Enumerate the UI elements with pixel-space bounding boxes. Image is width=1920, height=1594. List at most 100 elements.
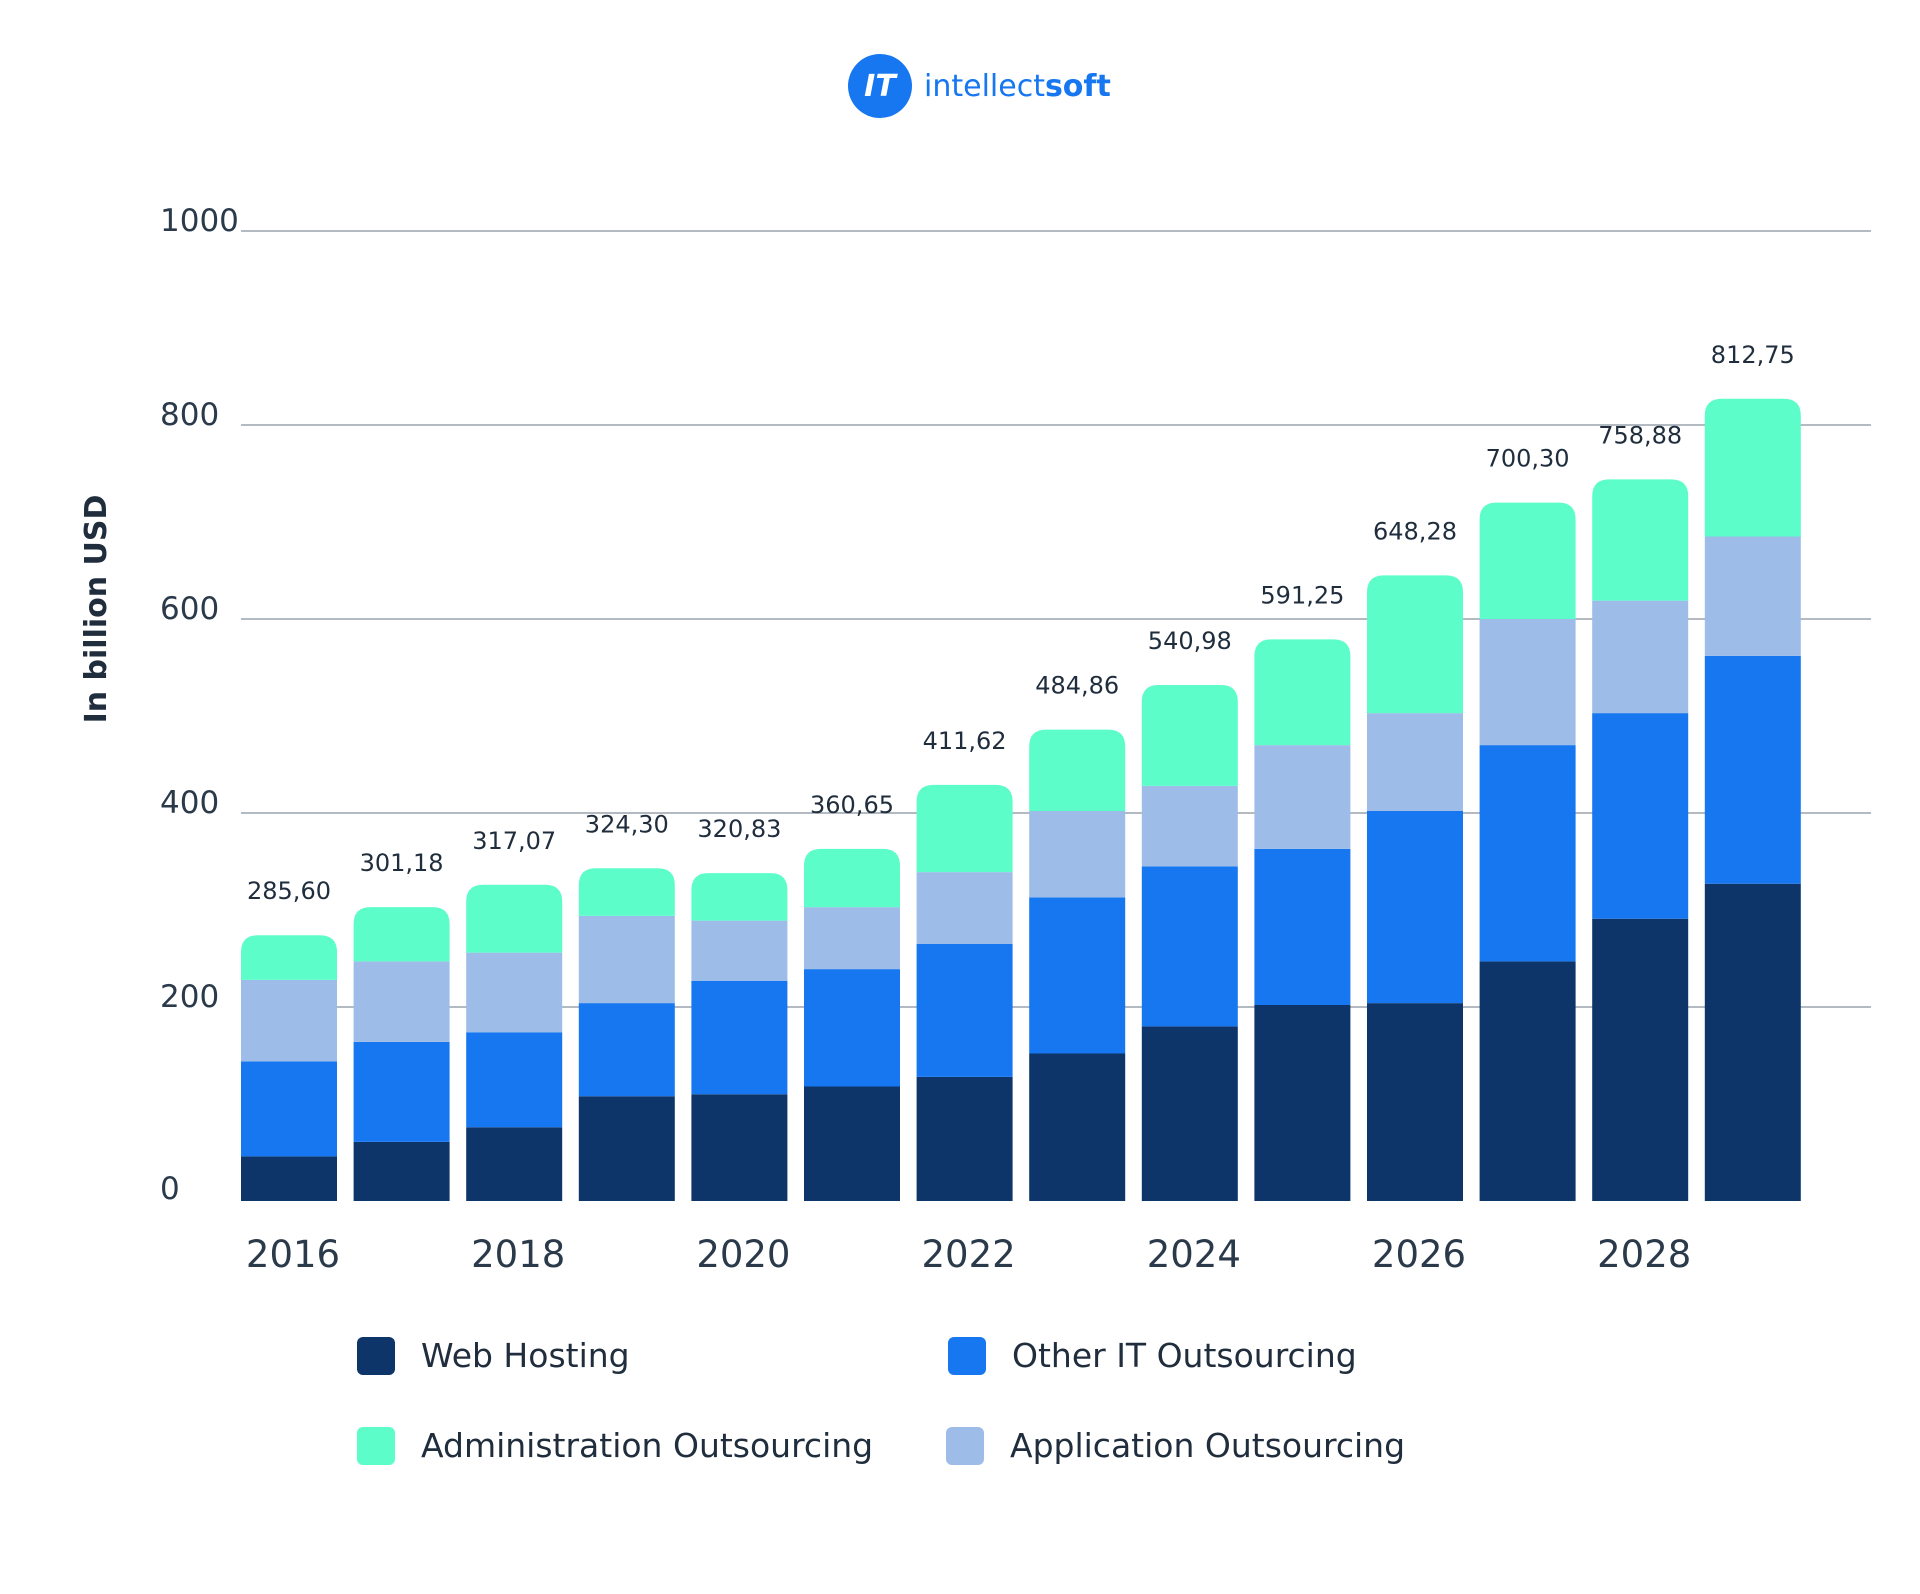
legend-swatch — [357, 1336, 395, 1375]
bar-segment-other-2016 — [241, 1061, 337, 1157]
bar-segment-app-2020 — [691, 920, 788, 981]
x-tick-label: 2024 — [1147, 1233, 1241, 1276]
legend-item-other-it-outsourcing: Other IT Outsourcing — [948, 1336, 1357, 1375]
total-label-2027: 700,30 — [1486, 445, 1570, 473]
bar-segment-other-2020 — [691, 980, 788, 1095]
bar-segment-app-2016 — [241, 979, 337, 1062]
bar-segment-app-2023 — [1029, 811, 1126, 898]
bar-segment-app-2026 — [1367, 713, 1463, 812]
x-tick-label: 2026 — [1372, 1233, 1466, 1276]
bar-segment-admin-2017 — [353, 907, 450, 962]
total-label-2017: 301,18 — [360, 849, 444, 877]
bar-segment-web-2017 — [353, 1141, 450, 1201]
bar-segment-other-2026 — [1367, 811, 1463, 1004]
total-label-2020: 320,83 — [697, 815, 781, 843]
bar-segment-admin-2027 — [1479, 502, 1576, 619]
bar-segment-other-2024 — [1141, 866, 1238, 1027]
bar-segment-admin-2018 — [466, 884, 563, 953]
legend-label: Application Outsourcing — [1010, 1426, 1406, 1465]
legend-item-web-hosting: Web Hosting — [357, 1336, 630, 1375]
bar-segment-other-2023 — [1029, 897, 1126, 1054]
bar-segment-web-2024 — [1141, 1026, 1238, 1201]
logo-text-light: intellect — [924, 68, 1045, 104]
total-label-2022: 411,62 — [923, 727, 1007, 755]
bar-segment-admin-2021 — [804, 848, 900, 908]
bar-segment-app-2029 — [1704, 536, 1801, 656]
total-label-2016: 285,60 — [247, 877, 331, 905]
bar-segment-web-2028 — [1592, 918, 1689, 1201]
legend-label: Administration Outsourcing — [421, 1426, 874, 1465]
y-tick-label: 400 — [160, 785, 219, 821]
bar-segment-other-2028 — [1592, 713, 1689, 919]
bar-segment-web-2018 — [466, 1127, 563, 1201]
bar-segment-other-2018 — [466, 1032, 563, 1128]
bar-segment-web-2022 — [916, 1076, 1013, 1201]
x-tick-label: 2022 — [922, 1233, 1016, 1276]
total-label-2021: 360,65 — [810, 791, 894, 819]
y-tick-label: 1000 — [160, 203, 239, 239]
total-label-2025: 591,25 — [1260, 581, 1344, 609]
bar-segment-other-2027 — [1479, 745, 1576, 962]
bar-segment-app-2019 — [578, 915, 675, 1004]
bar-segment-web-2025 — [1254, 1005, 1351, 1201]
bar-segment-other-2022 — [916, 943, 1013, 1077]
legend-swatch — [946, 1426, 984, 1465]
bar-segment-web-2023 — [1029, 1053, 1126, 1201]
total-label-2023: 484,86 — [1035, 672, 1119, 700]
bar-segment-app-2018 — [466, 952, 563, 1033]
bar-segment-web-2021 — [804, 1086, 900, 1201]
bar-segment-admin-2024 — [1141, 684, 1238, 786]
bar-segment-web-2020 — [691, 1094, 788, 1201]
x-tick-label: 2018 — [471, 1233, 565, 1276]
bar-segment-other-2029 — [1704, 655, 1801, 884]
y-tick-label: 600 — [160, 591, 219, 627]
bar-segment-admin-2020 — [691, 873, 788, 921]
bar-segment-admin-2028 — [1592, 479, 1689, 601]
bar-segment-app-2025 — [1254, 745, 1351, 849]
bar-segment-web-2027 — [1479, 961, 1576, 1201]
logo-text-bold: soft — [1044, 68, 1111, 104]
bar-segment-admin-2025 — [1254, 639, 1351, 746]
total-label-2029: 812,75 — [1711, 341, 1795, 369]
logo-icon: IT — [848, 54, 912, 118]
bar-segment-web-2029 — [1704, 883, 1801, 1201]
bar-segment-other-2017 — [353, 1041, 450, 1142]
bar-segment-app-2021 — [804, 907, 900, 970]
bar-segment-other-2021 — [804, 969, 900, 1087]
legend-label: Other IT Outsourcing — [1012, 1336, 1357, 1375]
bar-segment-web-2019 — [578, 1096, 675, 1201]
legend-item-application-outsourcing: Application Outsourcing — [946, 1426, 1405, 1465]
bar-segment-other-2019 — [578, 1003, 675, 1097]
y-axis-label: In billion USD — [79, 495, 114, 724]
total-label-2018: 317,07 — [472, 827, 556, 855]
bar-segment-app-2017 — [353, 961, 450, 1042]
bar-segment-app-2027 — [1479, 619, 1576, 746]
bar-segment-web-2026 — [1367, 1003, 1463, 1201]
total-label-2019: 324,30 — [585, 810, 669, 838]
legend-label: Web Hosting — [421, 1336, 630, 1375]
logo-text: intellectsoft — [924, 69, 1111, 104]
intellectsoft-logo: IT intellectsoft — [848, 54, 1111, 118]
bar-segment-admin-2019 — [578, 868, 675, 916]
total-label-2024: 540,98 — [1148, 627, 1232, 655]
bar-segment-other-2025 — [1254, 848, 1351, 1006]
y-tick-label: 800 — [160, 397, 219, 433]
bar-segment-web-2016 — [241, 1156, 337, 1201]
bar-segment-app-2022 — [916, 872, 1013, 944]
bar-segment-admin-2022 — [916, 784, 1013, 873]
x-tick-label: 2020 — [696, 1233, 790, 1276]
x-tick-label: 2028 — [1597, 1233, 1691, 1276]
total-label-2028: 758,88 — [1598, 421, 1682, 449]
bar-segment-admin-2016 — [241, 935, 337, 980]
y-tick-label: 200 — [160, 979, 219, 1015]
total-label-2026: 648,28 — [1373, 517, 1457, 545]
legend-item-administration-outsourcing: Administration Outsourcing — [357, 1426, 873, 1465]
bar-segment-admin-2029 — [1704, 398, 1801, 537]
bar-segment-app-2028 — [1592, 600, 1689, 714]
bar-segment-app-2024 — [1141, 785, 1238, 867]
legend-swatch — [357, 1426, 395, 1465]
bar-segment-admin-2026 — [1367, 575, 1463, 714]
x-tick-label: 2016 — [246, 1233, 340, 1276]
y-tick-label: 0 — [160, 1171, 180, 1207]
